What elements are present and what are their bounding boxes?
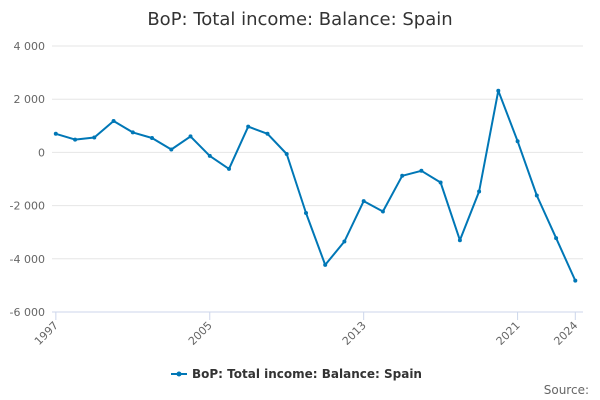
y-tick-label: -6 000 [10,306,45,319]
data-point[interactable] [207,153,212,158]
y-tick-label: -2 000 [10,200,45,213]
chart-title: BoP: Total income: Balance: Spain [147,9,452,30]
data-point[interactable] [111,119,116,123]
data-point[interactable] [169,147,174,152]
data-point[interactable] [323,262,328,267]
x-tick-label: 2021 [494,319,523,348]
y-tick-label: -4 000 [10,253,45,266]
data-point[interactable] [130,130,135,135]
data-point[interactable] [496,88,501,93]
data-point[interactable] [73,137,78,142]
y-axis: 4 000 2 000 0 -2 000 -4 000 -6 000 [10,40,45,319]
data-point[interactable] [284,152,289,156]
y-tick-label: 2 000 [14,93,46,106]
data-point[interactable] [304,211,308,215]
data-point[interactable] [515,139,520,144]
x-tick-label: 2013 [340,319,369,348]
data-point[interactable] [419,168,424,173]
series-line[interactable] [54,89,577,282]
x-tick-label: 2005 [186,319,215,348]
data-point[interactable] [188,134,193,139]
legend-marker-icon [176,371,182,377]
x-tick-label: 1997 [32,319,61,348]
data-point[interactable] [380,209,385,214]
data-point[interactable] [554,236,559,241]
x-axis: 1997 2005 2013 2021 2024 [32,311,583,348]
data-point[interactable] [342,239,347,244]
legend[interactable]: BoP: Total income: Balance: Spain [171,367,422,381]
data-point[interactable] [573,278,578,283]
source-credit[interactable]: Source: [544,383,589,397]
data-point[interactable] [457,238,462,243]
gridlines [52,45,583,313]
legend-label[interactable]: BoP: Total income: Balance: Spain [192,367,422,381]
y-tick-label: 0 [38,146,45,159]
x-tick-label: 2024 [551,319,580,348]
data-point[interactable] [150,136,154,140]
data-point[interactable] [92,135,97,140]
data-point[interactable] [477,189,482,194]
data-point[interactable] [438,180,443,185]
data-point[interactable] [361,199,366,204]
data-point[interactable] [265,131,270,136]
data-point[interactable] [534,193,539,198]
data-point[interactable] [400,173,405,178]
plot-series[interactable] [53,88,578,283]
data-point[interactable] [227,166,231,171]
y-tick-label: 4 000 [14,40,46,53]
data-point[interactable] [246,124,251,129]
data-point[interactable] [53,131,58,136]
